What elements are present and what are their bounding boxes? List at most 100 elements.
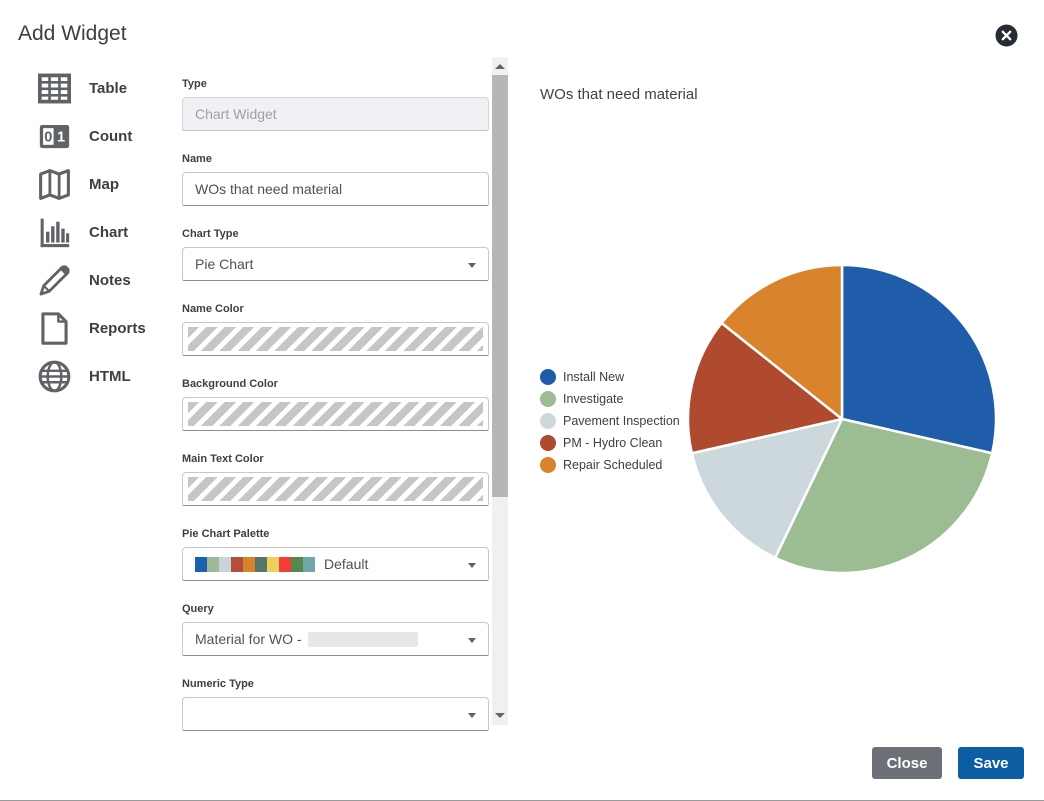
- close-icon[interactable]: [995, 24, 1018, 47]
- legend-item: PM - Hydro Clean: [540, 432, 680, 454]
- sidebar-item-label: Notes: [89, 271, 131, 289]
- name-input[interactable]: [182, 172, 489, 206]
- sidebar-item-chart[interactable]: Chart: [34, 208, 174, 256]
- sidebar-item-label: Map: [89, 175, 119, 193]
- palette-swatch: [255, 556, 267, 572]
- legend-swatch: [540, 369, 556, 385]
- sidebar-item-label: HTML: [89, 367, 131, 385]
- sidebar-item-label: Table: [89, 79, 128, 97]
- legend-item: Repair Scheduled: [540, 454, 680, 476]
- form-group-background-color: Background Color: [182, 378, 489, 431]
- sidebar-item-html[interactable]: HTML: [34, 352, 174, 400]
- sidebar-item-reports[interactable]: Reports: [34, 304, 174, 352]
- query-label: Query: [182, 603, 214, 615]
- scroll-down-icon[interactable]: [495, 713, 505, 718]
- numeric-type-select[interactable]: [182, 697, 489, 731]
- form-group-chart-type: Chart Type Pie Chart: [182, 228, 489, 281]
- palette-swatch-strip: [195, 556, 315, 572]
- palette-swatch: [207, 556, 219, 572]
- name-label: Name: [182, 153, 212, 165]
- chart-type-select[interactable]: Pie Chart: [182, 247, 489, 281]
- name-color-field[interactable]: [182, 322, 489, 356]
- legend-label: Investigate: [563, 392, 624, 406]
- sidebar-item-label: Chart: [89, 223, 129, 241]
- chevron-down-icon: [468, 713, 476, 718]
- table-icon: [34, 68, 74, 108]
- close-button[interactable]: Close: [872, 747, 942, 779]
- chevron-down-icon: [468, 563, 476, 568]
- circle-x-icon: [995, 24, 1018, 47]
- pie-legend: Install New Investigate Pavement Inspectio…: [540, 366, 680, 476]
- legend-swatch: [540, 457, 556, 473]
- form-group-query: Query Material for WO -: [182, 603, 489, 656]
- query-redacted-text: [307, 631, 418, 647]
- palette-swatch: [219, 556, 231, 572]
- form-group-name: Name: [182, 153, 489, 206]
- name-color-label: Name Color: [182, 303, 244, 315]
- background-color-label: Background Color: [182, 378, 278, 390]
- palette-swatch: [279, 556, 291, 572]
- form-group-numeric-type: Numeric Type: [182, 678, 489, 731]
- pie-chart: [686, 263, 998, 575]
- palette-label: Pie Chart Palette: [182, 528, 270, 540]
- svg-text:1: 1: [57, 129, 65, 145]
- save-button[interactable]: Save: [958, 747, 1024, 779]
- sidebar-item-notes[interactable]: Notes: [34, 256, 174, 304]
- palette-swatch: [231, 556, 243, 572]
- palette-swatch: [291, 556, 303, 572]
- transparent-hatch-pattern: [188, 327, 483, 351]
- map-icon: [34, 164, 74, 204]
- legend-swatch: [540, 435, 556, 451]
- bar-chart-icon: [34, 212, 74, 252]
- widget-type-sidebar: Table 0 1 Count Map: [34, 64, 174, 400]
- pie-slice: [686, 321, 844, 455]
- main-text-color-field[interactable]: [182, 472, 489, 506]
- dialog-title: Add Widget: [18, 22, 127, 45]
- type-field: Chart Widget: [182, 97, 489, 131]
- legend-item: Investigate: [540, 388, 680, 410]
- form-group-name-color: Name Color: [182, 303, 489, 356]
- pie-slice: [773, 417, 994, 575]
- legend-label: Repair Scheduled: [563, 458, 663, 472]
- legend-label: Pavement Inspection: [563, 414, 680, 428]
- legend-swatch: [540, 391, 556, 407]
- form-scrollbar[interactable]: [492, 57, 508, 725]
- transparent-hatch-pattern: [188, 477, 483, 501]
- chevron-down-icon: [468, 263, 476, 268]
- transparent-hatch-pattern: [188, 402, 483, 426]
- sidebar-item-map[interactable]: Map: [34, 160, 174, 208]
- form-group-palette: Pie Chart Palette Default: [182, 528, 489, 581]
- pie-slice: [840, 263, 998, 455]
- sidebar-item-label: Reports: [89, 319, 146, 337]
- pie-slice: [690, 417, 844, 559]
- legend-item: Install New: [540, 366, 680, 388]
- document-icon: [34, 308, 74, 348]
- palette-select[interactable]: Default: [182, 547, 489, 581]
- palette-swatch: [267, 556, 279, 572]
- pie-slice: [720, 263, 844, 421]
- sidebar-item-count[interactable]: 0 1 Count: [34, 112, 174, 160]
- legend-swatch: [540, 413, 556, 429]
- palette-swatch: [303, 556, 315, 572]
- chevron-down-icon: [468, 638, 476, 643]
- scrollbar-thumb[interactable]: [492, 75, 508, 497]
- sidebar-item-label: Count: [89, 127, 133, 145]
- numeric-type-label: Numeric Type: [182, 678, 254, 690]
- preview-widget-title: WOs that need material: [540, 86, 698, 103]
- scroll-up-icon[interactable]: [495, 64, 505, 69]
- counter-icon: 0 1: [34, 116, 74, 156]
- legend-label: PM - Hydro Clean: [563, 436, 663, 450]
- palette-swatch: [243, 556, 255, 572]
- type-label: Type: [182, 78, 207, 90]
- palette-swatch: [195, 556, 207, 572]
- legend-label: Install New: [563, 370, 625, 384]
- legend-item: Pavement Inspection: [540, 410, 680, 432]
- pencil-icon: [34, 260, 74, 300]
- query-select[interactable]: Material for WO -: [182, 622, 489, 656]
- sidebar-item-table[interactable]: Table: [34, 64, 174, 112]
- form-group-main-text-color: Main Text Color: [182, 453, 489, 506]
- main-text-color-label: Main Text Color: [182, 453, 264, 465]
- form-group-type: Type Chart Widget: [182, 78, 489, 131]
- background-color-field[interactable]: [182, 397, 489, 431]
